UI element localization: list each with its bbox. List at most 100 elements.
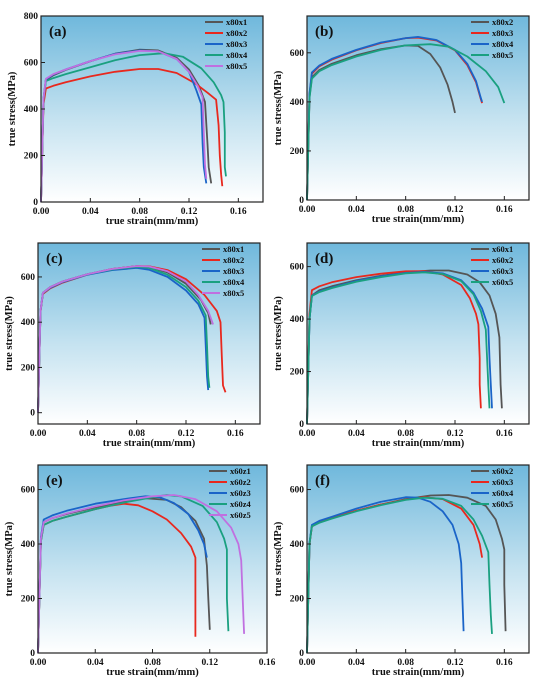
panel-label: (a) [49, 24, 67, 40]
x-tick-label: 0.00 [33, 207, 50, 217]
y-tick-label: 400 [24, 105, 39, 115]
legend-entry: x80x4 [492, 39, 514, 49]
legend-entry: x60z3 [230, 488, 251, 498]
x-axis-label: true strain(mm/mm) [372, 214, 465, 225]
y-tick-label: 0 [299, 649, 304, 659]
y-tick-label: 800 [24, 12, 39, 22]
legend-entry: x60z5 [230, 510, 251, 520]
y-axis-label: true stress(MPa) [273, 70, 284, 145]
y-tick-label: 200 [290, 368, 305, 378]
series-lines [40, 48, 227, 203]
legend-entry: x80x4 [226, 50, 248, 60]
x-tick-label: 0.16 [259, 658, 276, 668]
panel-label: (c) [46, 251, 63, 267]
panel-a: 0.00 0.04 0.08 0.12 0.16 0 200 400 600 800 true st… [7, 12, 264, 227]
y-tick-label: 0 [299, 196, 304, 206]
y-tick-label: 400 [290, 540, 305, 550]
y-tick-label: 0 [33, 198, 38, 208]
legend-entry: x80x1 [223, 244, 244, 254]
plot-frame [306, 242, 530, 425]
x-tick-label: 0.16 [230, 207, 247, 217]
y-axis-label: true stress(MPa) [4, 521, 15, 596]
legend-entry: x60x5 [492, 277, 513, 287]
y-tick-label: 400 [21, 540, 36, 550]
x-tick-label: 0.16 [496, 205, 513, 215]
y-tick-label: 0 [30, 649, 35, 659]
legend-entry: x80x2 [492, 17, 513, 27]
y-axis-label: true stress(MPa) [4, 296, 15, 371]
series-line-x60z5 [37, 494, 245, 654]
legend-entry: x60z2 [230, 477, 251, 487]
y-tick-label: 600 [290, 486, 305, 496]
panel-e: 0.00 0.04 0.08 0.12 0.16 0 200 400 600 true strai… [4, 464, 276, 678]
series-line-x80x5 [306, 43, 506, 201]
legend-entry: x60x5 [492, 499, 513, 509]
series-line-x60x4 [306, 496, 465, 654]
legend-entry: x80x5 [226, 61, 247, 71]
x-tick-label: 0.00 [299, 205, 316, 215]
x-tick-label: 0.00 [30, 658, 47, 668]
y-tick-label: 200 [290, 147, 305, 157]
series-line-x80x5 [40, 50, 208, 203]
plot-frame [306, 15, 530, 201]
y-tick-label: 200 [21, 595, 36, 605]
panel-f: 0.00 0.04 0.08 0.12 0.16 0 200 400 600 true strai… [273, 464, 530, 678]
plot-area [38, 243, 260, 424]
x-axis-label: true strain(mm/mm) [106, 667, 199, 678]
legend-entry: x80x3 [226, 39, 247, 49]
y-tick-label: 600 [290, 49, 305, 59]
x-tick-label: 0.12 [201, 658, 218, 668]
series-line-x60x5 [306, 271, 491, 425]
x-tick-label: 0.04 [79, 429, 96, 439]
series-line-x60z3 [37, 495, 208, 654]
y-tick-label: 600 [21, 273, 36, 283]
y-tick-label: 400 [290, 98, 305, 108]
x-tick-label: 0.04 [348, 205, 365, 215]
legend-entry: x80x4 [223, 277, 245, 287]
legend-entry: x80x3 [223, 266, 244, 276]
x-tick-label: 0.08 [144, 658, 161, 668]
x-tick-label: 0.08 [397, 658, 414, 668]
legend-entry: x60x3 [492, 477, 513, 487]
panel-label: (b) [315, 24, 333, 40]
y-tick-label: 200 [24, 152, 39, 162]
x-axis-label: true strain(mm/mm) [106, 216, 199, 227]
panel-c: 0.00 0.04 0.08 0.12 0.16 0 200 400 600 true strai… [4, 242, 261, 449]
x-axis-label: true strain(mm/mm) [103, 438, 196, 449]
y-tick-label: 400 [21, 318, 36, 328]
panel-d: 0.00 0.04 0.08 0.12 0.16 0 200 400 600 true strai… [273, 242, 530, 449]
x-tick-label: 0.04 [87, 658, 104, 668]
legend-entry: x60x2 [492, 255, 513, 265]
x-tick-label: 0.08 [397, 205, 414, 215]
x-tick-label: 0.08 [131, 207, 148, 217]
legend-entry: x80x2 [226, 28, 247, 38]
x-tick-label: 0.04 [348, 429, 365, 439]
x-tick-label: 0.08 [397, 429, 414, 439]
x-tick-label: 0.00 [299, 658, 316, 668]
y-tick-label: 600 [21, 486, 36, 496]
panel-label: (f) [315, 473, 330, 489]
y-tick-label: 600 [24, 59, 39, 69]
series-line-x80x4 [306, 36, 483, 201]
series-lines [37, 265, 227, 413]
x-axis-label: true strain(mm/mm) [372, 438, 465, 449]
series-lines [306, 36, 506, 201]
x-tick-label: 0.16 [227, 429, 244, 439]
legend-entry: x60x2 [492, 466, 513, 476]
x-tick-label: 0.00 [30, 429, 47, 439]
series-lines [37, 494, 245, 654]
plot-frame [306, 464, 530, 654]
y-axis-label: true stress(MPa) [7, 71, 18, 146]
y-tick-label: 600 [290, 263, 305, 273]
panel-label: (d) [315, 251, 333, 267]
series-lines [306, 494, 507, 654]
series-line-x80x2 [40, 68, 224, 203]
x-tick-label: 0.16 [496, 429, 513, 439]
legend-entry: x60x4 [492, 488, 514, 498]
